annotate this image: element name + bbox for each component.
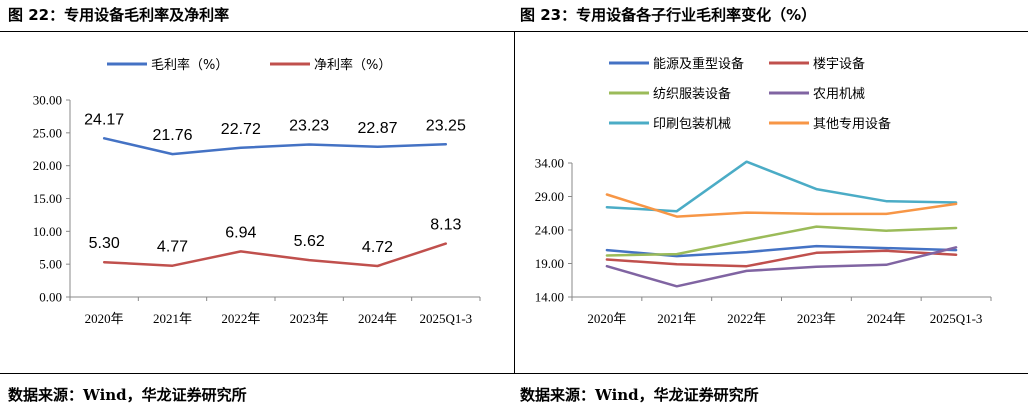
right-series-line-5 (605, 160, 958, 213)
right-x-tick-label: 2022年 (727, 311, 766, 326)
right-legend-label: 其他专用设备 (813, 116, 891, 132)
left-y-tick-label: 0.00 (39, 290, 62, 305)
right-x-tick-label: 2023年 (797, 311, 836, 326)
right-legend-label: 印刷包装机械 (653, 117, 731, 132)
left-data-label: 5.62 (294, 233, 325, 250)
left-y-tick-label: 20.00 (33, 158, 62, 173)
right-x-tick-label: 2024年 (867, 311, 906, 326)
left-x-tick-label: 2025Q1-3 (419, 311, 472, 326)
right-y-tick-label: 14.00 (535, 290, 564, 305)
chart-title-right: 图 23：专用设备各子行业毛利率变化（%） (520, 6, 817, 24)
source-note-left: 数据来源：Wind，华龙证券研究所 (8, 386, 247, 404)
left-data-label: 5.30 (89, 235, 120, 252)
left-data-label: 8.13 (430, 217, 461, 234)
left-data-label: 22.72 (221, 121, 261, 138)
left-data-label: 4.72 (362, 239, 393, 256)
right-x-tick-label: 2020年 (587, 311, 626, 326)
left-data-label: 21.76 (152, 127, 192, 144)
chart-right: 14.00 19.00 24.00 29.00 34.00 2020年 2021年 2022年… (535, 56, 992, 326)
left-x-tick-label: 2024年 (358, 311, 397, 326)
left-x-tick-label: 2021年 (153, 311, 192, 326)
chart-title-left: 图 22：专用设备毛利率及净利率 (8, 6, 230, 24)
chart-left: 0.00 5.00 10.00 15.00 20.00 25.00 30.00 2020年 20… (33, 57, 481, 326)
left-legend-label: 净利率（%） (314, 57, 391, 73)
right-legend-label: 纺织服装设备 (653, 86, 731, 102)
left-series-line-1 (102, 137, 448, 156)
right-x-tick-label: 2025Q1-3 (930, 311, 983, 326)
left-data-label: 23.25 (426, 117, 466, 134)
right-series-line-3 (605, 225, 958, 257)
right-legend-label: 能源及重型设备 (653, 56, 744, 72)
left-series-line-2 (102, 242, 448, 268)
left-y-tick-label: 25.00 (33, 125, 62, 140)
right-y-tick-label: 29.00 (535, 189, 564, 204)
left-data-label: 22.87 (357, 120, 397, 137)
left-legend-label: 毛利率（%） (151, 57, 228, 73)
source-note-right: 数据来源：Wind，华龙证券研究所 (520, 386, 759, 404)
right-y-tick-label: 24.00 (535, 223, 564, 238)
left-data-label: 24.17 (84, 111, 124, 128)
left-y-tick-label: 15.00 (33, 191, 62, 206)
right-y-tick-label: 19.00 (535, 256, 564, 271)
left-data-label: 6.94 (225, 224, 256, 241)
left-y-tick-label: 5.00 (39, 257, 62, 272)
right-x-tick-label: 2021年 (657, 311, 696, 326)
left-x-tick-label: 2022年 (221, 311, 260, 326)
panel-divider (514, 31, 515, 373)
right-legend-label: 农用机械 (813, 87, 865, 102)
right-series-line-4 (605, 246, 958, 288)
left-data-label: 4.77 (157, 239, 188, 256)
left-y-tick-label: 10.00 (33, 224, 62, 239)
right-y-tick-label: 34.00 (535, 156, 564, 171)
left-x-tick-label: 2020年 (85, 311, 124, 326)
left-x-tick-label: 2023年 (290, 311, 329, 326)
right-series-line-6 (605, 193, 958, 218)
right-legend-label: 楼宇设备 (813, 56, 865, 72)
footer-rule (0, 373, 1028, 374)
left-data-label: 23.23 (289, 117, 329, 134)
left-y-tick-label: 30.00 (33, 93, 62, 108)
right-series-line-2 (605, 249, 958, 268)
